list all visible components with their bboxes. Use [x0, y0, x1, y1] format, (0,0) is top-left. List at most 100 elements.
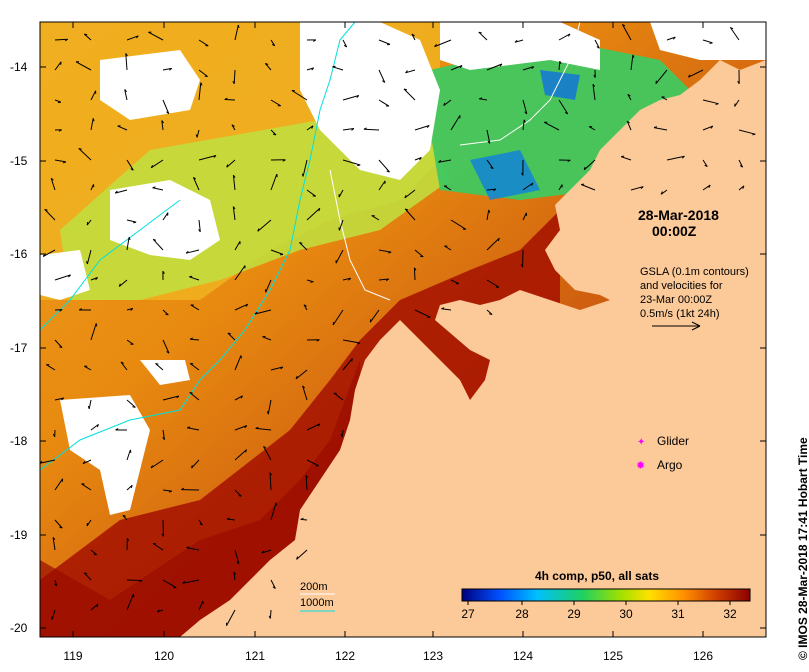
velocity-arrow-head [44, 208, 48, 211]
velocity-arrow [189, 363, 200, 371]
velocity-arrow-head [233, 571, 237, 575]
velocity-arrow-head [302, 385, 306, 389]
velocity-arrow-head [279, 253, 284, 256]
velocity-arrow-head [51, 616, 53, 620]
velocity-arrow [190, 338, 200, 341]
velocity-arrow [306, 459, 319, 467]
velocity-arrow-head [232, 80, 235, 85]
velocity-arrow [90, 603, 99, 611]
gsla-label-line: GSLA (0.1m contours) [640, 266, 749, 278]
velocity-arrow [592, 84, 596, 101]
cloud-mask-sw [60, 395, 150, 515]
velocity-arrow [198, 219, 201, 232]
velocity-arrow-head [531, 66, 535, 70]
velocity-arrow [653, 127, 668, 131]
velocity-arrow [414, 157, 422, 161]
velocity-arrow [198, 600, 204, 611]
date-label: 28-Mar-2018 [638, 207, 719, 223]
velocity-arrow-head [317, 423, 321, 427]
velocity-arrow-head [363, 127, 367, 130]
velocity-arrow [441, 308, 452, 311]
velocity-arrow [305, 475, 308, 491]
velocity-arrow [196, 129, 200, 138]
bathy-1000m-label: 1000m [300, 597, 334, 609]
velocity-arrow-head [52, 433, 56, 438]
velocity-arrow-head [150, 465, 153, 469]
lon-tick-label: 124 [513, 649, 533, 663]
velocity-arrow-head [730, 26, 734, 30]
velocity-arrow [82, 459, 92, 465]
velocity-arrow [226, 159, 236, 168]
velocity-arrow-head [388, 251, 392, 254]
velocity-arrow [620, 156, 632, 161]
velocity-arrow [378, 278, 389, 281]
velocity-arrow [581, 184, 596, 191]
velocity-arrow-head [161, 120, 165, 124]
velocity-arrow [261, 549, 272, 554]
velocity-arrow [152, 542, 164, 551]
velocity-arrow-head [338, 227, 340, 231]
velocity-arrow [270, 129, 277, 136]
velocity-arrow [444, 245, 452, 251]
velocity-arrow [333, 392, 344, 401]
velocity-arrow [342, 128, 354, 131]
velocity-arrow [54, 274, 71, 281]
velocity-arrow [115, 189, 128, 194]
velocity-arrow [54, 478, 64, 491]
velocity-arrow-head [351, 128, 355, 131]
velocity-arrow [150, 459, 164, 469]
velocity-arrow [486, 188, 497, 191]
velocity-arrow [479, 98, 488, 101]
lon-tick-label: 122 [335, 649, 355, 663]
velocity-arrow-head [311, 125, 314, 129]
velocity-arrow [86, 249, 92, 265]
gsla-label-line: 23-Mar 00:00Z [640, 294, 712, 306]
velocity-arrow [403, 88, 416, 101]
colorbar-label: 30 [619, 607, 633, 621]
velocity-arrow [54, 519, 63, 529]
velocity-arrow [270, 173, 278, 191]
velocity-arrow-head [310, 281, 314, 283]
velocity-arrow-head [240, 395, 244, 399]
velocity-arrow-head [198, 229, 201, 233]
velocity-arrow-head [78, 308, 83, 311]
velocity-arrow [90, 118, 94, 131]
velocity-arrow [302, 159, 308, 177]
velocity-arrow-head [301, 173, 304, 177]
velocity-arrow [54, 38, 68, 41]
velocity-arrow-head [567, 33, 571, 37]
velocity-arrow [378, 99, 390, 107]
velocity-arrow [544, 121, 560, 131]
velocity-arrow [734, 99, 740, 107]
velocity-arrow [90, 184, 94, 191]
velocity-arrow [414, 125, 430, 131]
lat-tick-label: -14 [10, 60, 28, 74]
velocity-arrow-head [166, 111, 170, 115]
velocity-arrow-head [411, 33, 415, 37]
velocity-arrow [270, 502, 277, 521]
velocity-arrow [363, 128, 380, 131]
velocity-arrow [306, 207, 321, 221]
velocity-arrow-head [78, 148, 82, 150]
velocity-arrow [738, 185, 745, 191]
velocity-arrow [443, 185, 452, 191]
velocity-arrow-head [356, 95, 360, 98]
lon-tick-label: 119 [63, 649, 82, 663]
velocity-arrow-head [340, 434, 343, 438]
velocity-arrow [558, 184, 563, 191]
velocity-arrow [150, 159, 164, 169]
velocity-arrow [234, 449, 247, 461]
velocity-arrow [335, 249, 344, 264]
velocity-arrow-head [709, 42, 713, 44]
velocity-arrow-head [95, 277, 98, 281]
velocity-arrow-head [627, 93, 631, 97]
velocity-arrow [702, 39, 713, 44]
velocity-arrow-head [640, 186, 644, 190]
velocity-arrow [198, 82, 202, 101]
velocity-arrow [299, 242, 308, 251]
velocity-arrow-head [737, 80, 740, 84]
velocity-arrow-head [186, 546, 190, 549]
velocity-arrow [269, 609, 272, 619]
velocity-arrow [270, 99, 281, 107]
velocity-arrow [522, 66, 534, 71]
